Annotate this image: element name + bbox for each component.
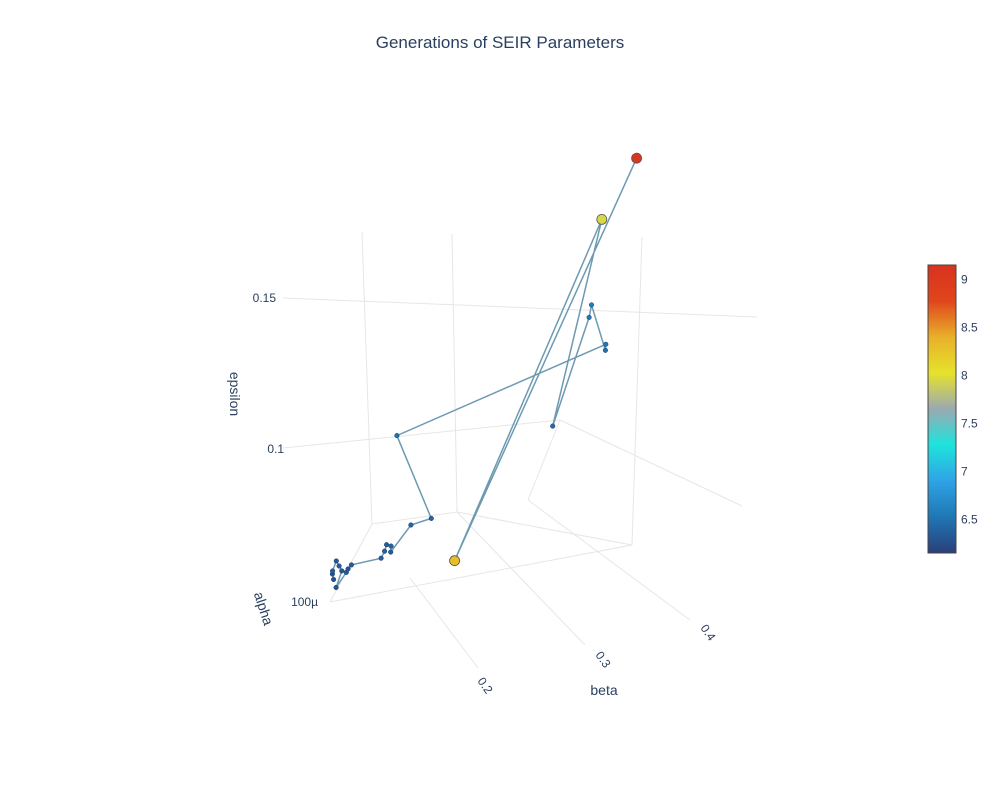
- data-point[interactable]: [602, 347, 608, 353]
- grid-line: [371, 511, 458, 525]
- grid-line: [559, 419, 743, 507]
- colorbar-tick-label: 8.5: [961, 320, 978, 334]
- x-axis-title: beta: [590, 682, 617, 698]
- grid-line: [527, 419, 561, 501]
- data-point[interactable]: [382, 548, 388, 554]
- data-point[interactable]: [408, 522, 414, 528]
- colorbar-tick-label: 7: [961, 464, 968, 478]
- data-point[interactable]: [348, 562, 354, 568]
- x-tick-label: 0.4: [698, 622, 719, 644]
- data-point[interactable]: [388, 543, 394, 549]
- y-axis-title: epsilon: [227, 372, 243, 416]
- grid-line: [451, 233, 458, 513]
- data-point[interactable]: [428, 515, 434, 521]
- grid-line: [456, 511, 586, 646]
- grid-line: [527, 499, 691, 621]
- z-tick-label: 100µ: [291, 595, 318, 609]
- grid-line: [361, 231, 373, 525]
- chart-title: Generations of SEIR Parameters: [375, 33, 625, 52]
- y-tick-label: 0.1: [267, 442, 284, 456]
- colorbar-frame: [927, 264, 957, 554]
- data-markers[interactable]: [329, 152, 642, 591]
- colorbar: 6.5 7 7.5 8 8.5 9: [927, 264, 978, 554]
- data-point[interactable]: [596, 213, 608, 225]
- data-point[interactable]: [586, 314, 592, 320]
- data-point[interactable]: [588, 302, 595, 308]
- data-point[interactable]: [330, 568, 336, 574]
- colorbar-tick-label: 7.5: [961, 416, 978, 430]
- colorbar-tick-label: 9: [961, 272, 968, 286]
- data-point[interactable]: [339, 568, 345, 574]
- colorbar-tick-label: 6.5: [961, 512, 978, 526]
- data-point[interactable]: [378, 555, 384, 561]
- data-point[interactable]: [631, 152, 642, 164]
- z-axis-title: alpha: [251, 590, 277, 628]
- grid-line: [631, 236, 643, 546]
- data-point[interactable]: [331, 576, 337, 583]
- data-point[interactable]: [449, 555, 461, 567]
- data-point[interactable]: [384, 542, 390, 548]
- data-point[interactable]: [394, 433, 400, 439]
- data-point[interactable]: [333, 558, 339, 564]
- data-point[interactable]: [336, 563, 342, 569]
- y-tick-label: 0.15: [253, 291, 277, 305]
- grid-line: [282, 297, 758, 318]
- data-point[interactable]: [388, 549, 394, 555]
- colorbar-tick-label: 8: [961, 368, 968, 382]
- grid-line: [329, 544, 633, 603]
- scene-grid: [282, 231, 758, 669]
- data-point[interactable]: [345, 566, 351, 572]
- grid-line: [409, 577, 479, 669]
- data-point[interactable]: [603, 341, 609, 347]
- x-tick-label: 0.2: [475, 675, 496, 697]
- x-tick-label: 0.3: [593, 649, 614, 671]
- data-point[interactable]: [333, 584, 339, 591]
- data-point[interactable]: [550, 423, 556, 429]
- grid-line: [456, 511, 633, 546]
